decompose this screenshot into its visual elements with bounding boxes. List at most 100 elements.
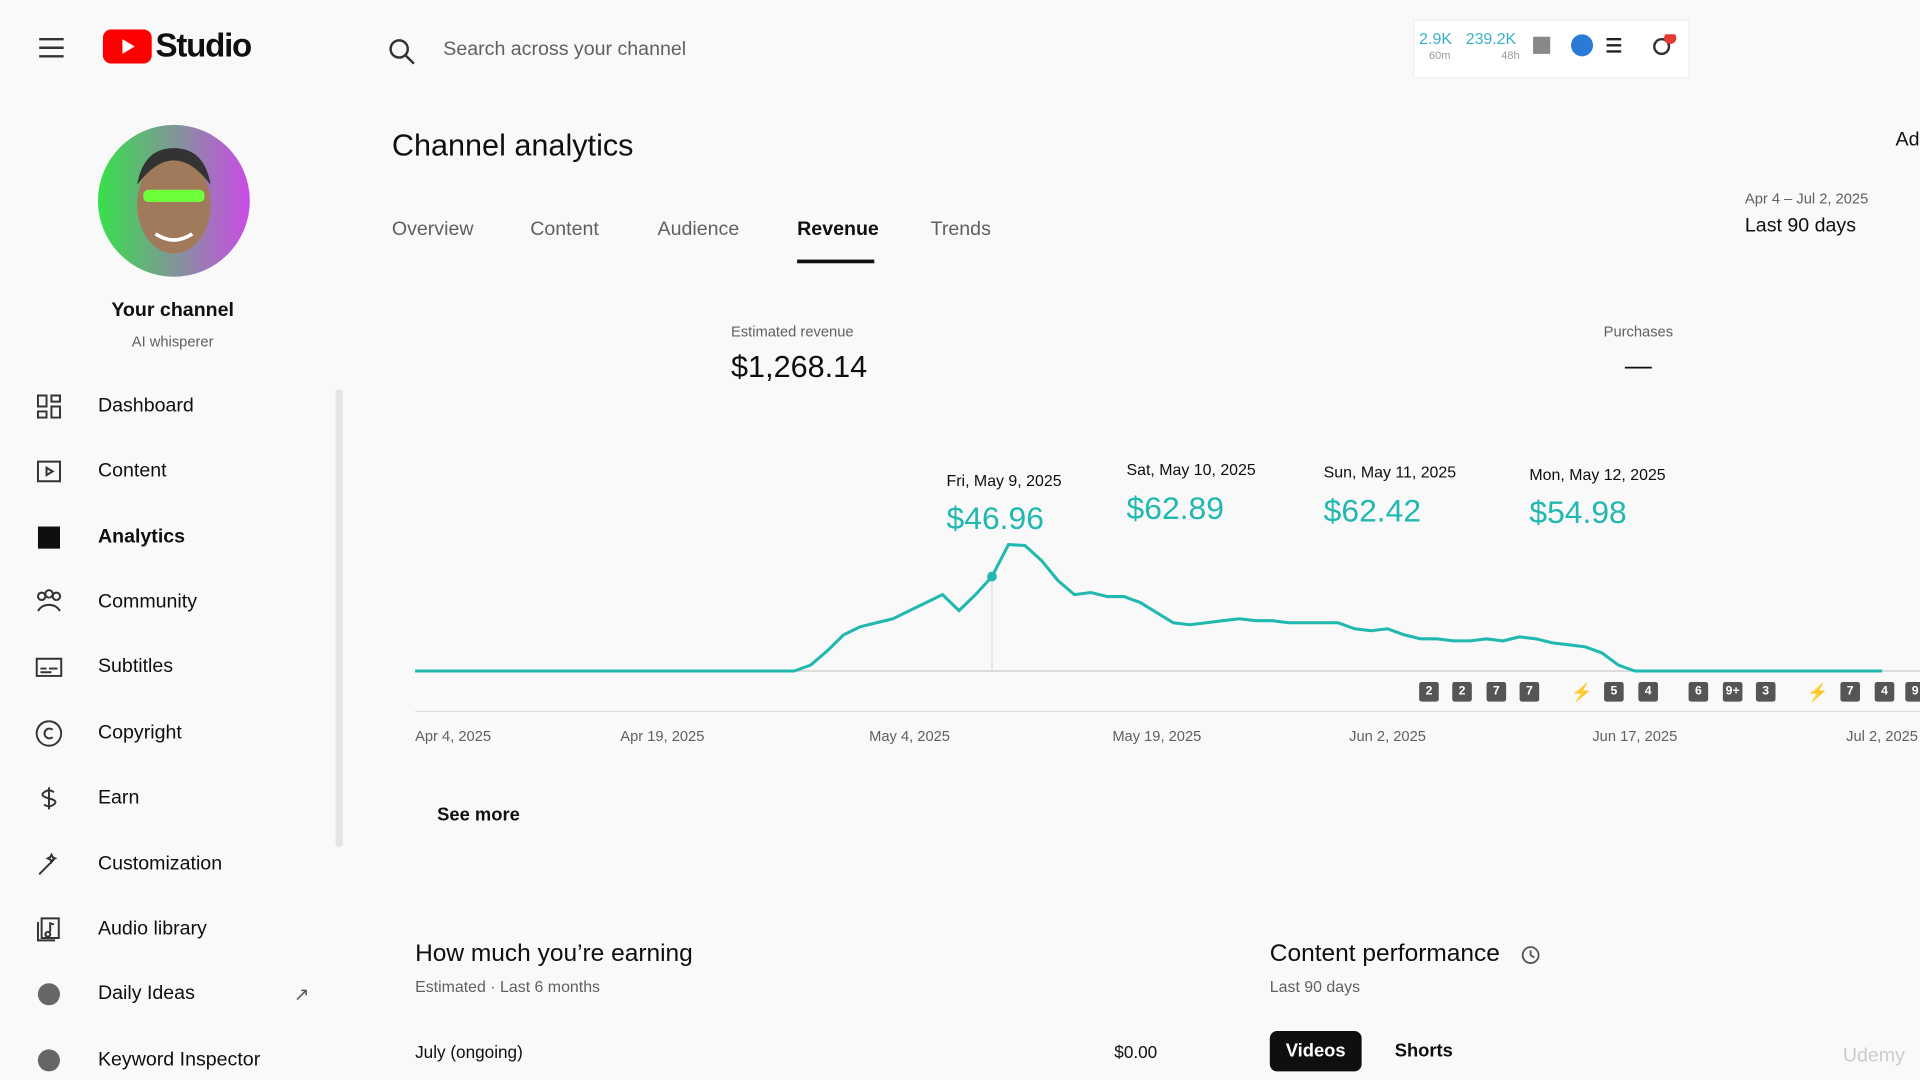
nav-item[interactable]: Subtitles [34,649,328,686]
nav-label: Content [97,460,167,482]
nav-label: Community [97,591,198,613]
earning-amount: $0.00 [1114,1042,1158,1062]
channel-avatar[interactable] [97,124,251,278]
nav-icon [37,1049,60,1072]
tooltip-date: Sat, May 10, 2025 [1126,460,1256,479]
event-badge[interactable]: 3 [1755,682,1776,702]
nav-item[interactable]: Copyright [34,715,328,752]
section-subtitle: Estimated · Last 6 months [415,977,601,996]
tooltip-date: Sun, May 11, 2025 [1323,462,1457,482]
nav-icon [37,589,62,612]
x-tick-label: Jul 2, 2025 [1846,729,1918,745]
stat-sub: 48h [1501,48,1520,62]
nav-label: Keyword Inspector [97,1049,261,1071]
event-badge[interactable]: 9+ [1722,682,1743,702]
nav-icon [35,720,63,747]
date-preset[interactable]: Last 90 days [1744,215,1857,237]
metric-value: — [1624,350,1652,381]
hover-dot [987,571,997,582]
tooltip-date: Fri, May 9, 2025 [946,471,1062,490]
metric-label: Estimated revenue [731,323,854,341]
nav-item[interactable]: Content [34,453,328,490]
nav-label: Daily Ideas [97,983,195,1005]
nav-label: Subtitles [97,656,174,678]
event-badge[interactable]: ⚡ [1807,682,1829,702]
metric-value: $1,268.14 [731,350,868,385]
toggle-button[interactable]: Shorts [1394,1040,1453,1062]
event-badge[interactable]: 4 [1874,682,1895,702]
x-tick-label: May 4, 2025 [869,729,950,745]
nav-item[interactable]: Audio library [34,911,328,948]
see-more-button[interactable]: See more [437,804,520,826]
scrollbar[interactable] [335,389,343,848]
search-input[interactable]: Search across your channel [443,39,687,61]
logo-text: Studio [155,26,253,64]
x-tick-label: Jun 2, 2025 [1349,729,1426,745]
stat: 2.9K [1419,29,1452,48]
stats-widget[interactable] [1413,19,1690,79]
nav-icon [36,460,61,483]
stat-sub: 60m [1428,48,1451,62]
page-title: Channel analytics [391,128,634,163]
watermark: Udemy [1842,1045,1905,1067]
event-badge[interactable]: 7 [1840,682,1861,702]
x-tick-label: Jun 17, 2025 [1592,729,1677,745]
nav-label: Audio library [97,918,207,940]
nav-label: Earn [97,787,140,809]
widget-icons[interactable] [1531,34,1678,58]
menu-icon[interactable] [37,34,66,61]
tooltip-value: $54.98 [1529,493,1627,531]
info-icon[interactable] [1521,945,1541,965]
nav-label: Customization [97,853,223,875]
nav-label: Copyright [97,722,182,744]
corner-text: Ad [1895,129,1920,151]
event-badge[interactable]: ⚡ [1571,682,1593,702]
date-range: Apr 4 – Jul 2, 2025 [1744,189,1869,207]
tab[interactable]: Overview [391,219,474,241]
toggle-button[interactable]: Videos [1269,1031,1362,1072]
youtube-logo[interactable] [102,29,152,64]
nav-item[interactable]: Earn [34,780,328,817]
event-badge[interactable]: 7 [1486,682,1507,702]
tooltip-value: $46.96 [946,499,1044,537]
nav-icon [37,526,61,549]
stat: 239.2K [1465,29,1517,48]
metric-label: Purchases [1603,323,1674,341]
earning-month: July (ongoing) [415,1042,523,1062]
nav-item[interactable]: Analytics [34,519,328,556]
nav-label: Dashboard [97,395,194,417]
nav-icon [37,983,60,1006]
search-icon[interactable] [387,37,416,66]
event-badge[interactable]: 7 [1519,682,1540,702]
section-subtitle: Last 90 days [1269,977,1361,996]
nav-item[interactable]: Dashboard [34,388,328,425]
section-title: Content performance [1269,940,1500,968]
event-badge[interactable]: 4 [1638,682,1658,702]
tab[interactable]: Content [530,219,599,241]
tooltip-value: $62.89 [1126,489,1224,527]
revenue-line [415,542,1883,673]
event-badge[interactable]: 2 [1419,682,1439,702]
section-title: How much you’re earning [415,940,693,968]
nav-item[interactable]: Keyword Inspector [34,1042,328,1079]
nav-icon [36,917,60,942]
event-badge[interactable]: 5 [1604,682,1624,702]
event-badge[interactable]: 2 [1452,682,1472,702]
channel-handle: AI whisperer [131,333,214,351]
external-link-icon[interactable]: ↗ [293,984,310,1006]
nav-label: Analytics [97,526,186,548]
nav-item[interactable]: Community [34,584,328,621]
nav-item[interactable]: Daily Ideas [34,976,328,1013]
event-badge[interactable]: 6 [1688,682,1709,702]
nav-item[interactable]: Customization [34,846,328,883]
tooltip-value: $62.42 [1323,492,1422,529]
nav-icon [36,394,61,419]
tab[interactable]: Trends [930,219,991,241]
event-badge[interactable]: 9 [1905,682,1920,702]
revenue-chart: Apr 4, 2025 Apr 19, 2025 May 4, 2025 May 19… [415,542,1920,745]
x-tick-label: Apr 4, 2025 [415,729,491,745]
tab[interactable]: Revenue [797,219,879,241]
channel-name: Your channel [111,300,234,321]
tab[interactable]: Audience [657,219,740,241]
